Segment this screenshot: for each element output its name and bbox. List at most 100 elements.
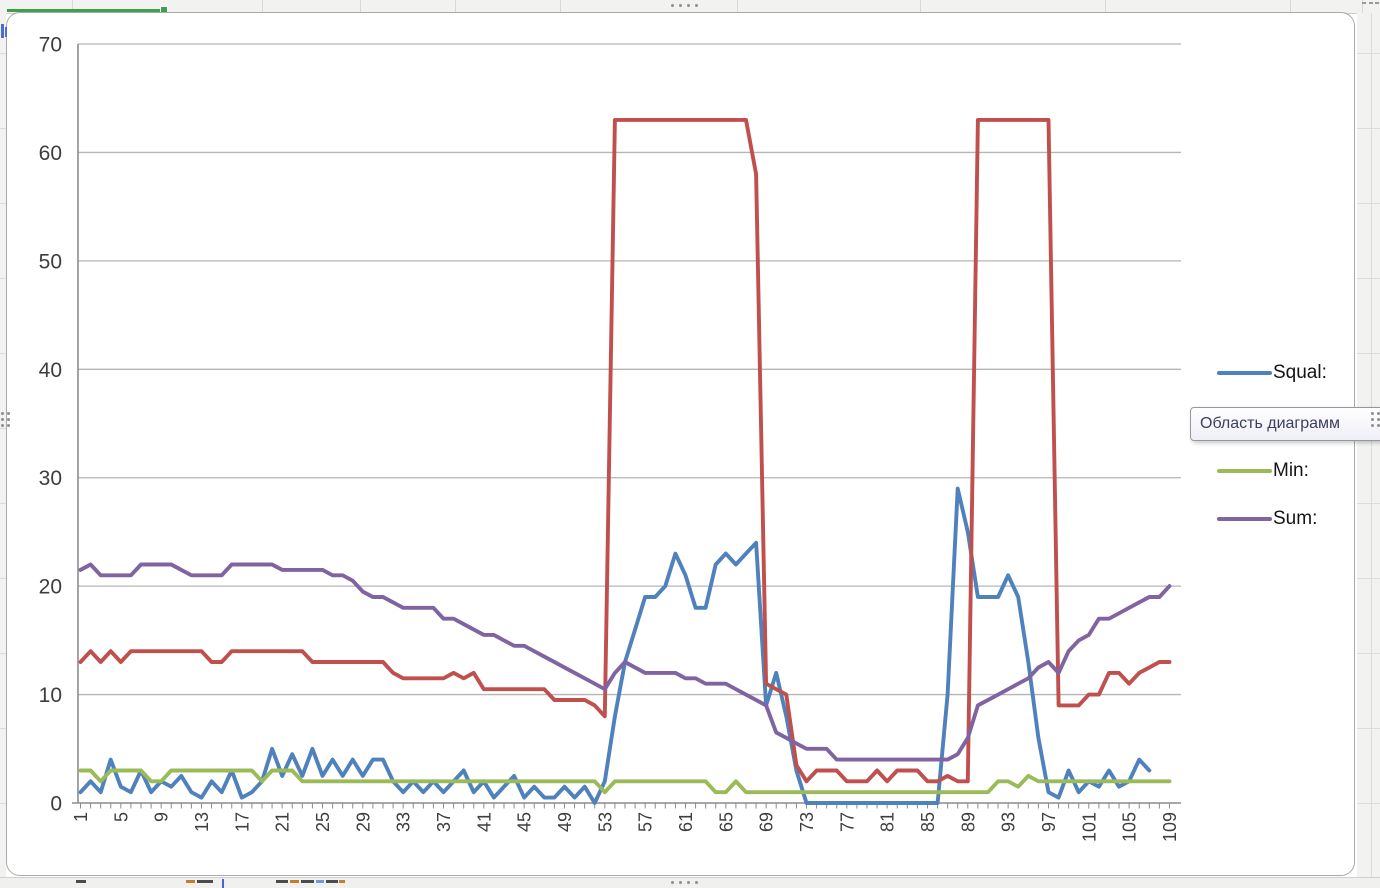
- clipped-cell-text: [222, 879, 224, 888]
- legend-item-squal[interactable]: Squal:: [1217, 360, 1327, 386]
- y-axis-label: 50: [39, 250, 62, 273]
- series-line-red[interactable]: [78, 117, 1172, 784]
- clipped-cell-text: [339, 880, 345, 883]
- y-axis-label: 60: [39, 142, 62, 165]
- gridline: [0, 53, 6, 54]
- gridline: [1357, 278, 1380, 279]
- legend-label: Squal:: [1273, 362, 1327, 383]
- gridline: [0, 203, 6, 204]
- gridline: [0, 503, 6, 504]
- legend-swatch-sum: [1217, 516, 1272, 522]
- chart-area[interactable]: [6, 12, 1355, 876]
- clipped-cell-text: [316, 880, 324, 883]
- legend-item-min[interactable]: Min:: [1217, 458, 1309, 484]
- clipped-cell-text: [290, 880, 299, 883]
- y-axis-label: 0: [50, 793, 62, 816]
- x-axis-label: 49: [555, 812, 575, 832]
- gridline: [920, 0, 921, 13]
- resize-handle-right[interactable]: [1371, 412, 1380, 427]
- x-axis-label: 1: [71, 812, 91, 822]
- x-axis-label: 77: [837, 812, 857, 832]
- resize-handle-left[interactable]: [1, 412, 10, 427]
- x-axis-label: 21: [273, 812, 293, 832]
- gridline: [0, 578, 6, 579]
- legend-label: Min:: [1273, 460, 1309, 481]
- clipped-cell-text: [1362, 2, 1366, 4]
- gridline: [1357, 578, 1380, 579]
- gridline: [1357, 53, 1380, 54]
- y-axis-label: 20: [39, 576, 62, 599]
- x-axis-label: 29: [353, 812, 373, 832]
- selection-range-indicator: [7, 9, 161, 12]
- spreadsheet-bottom-row[interactable]: [0, 877, 1380, 888]
- clipped-cell-text: [186, 880, 195, 883]
- gridline: [0, 353, 6, 354]
- gridline: [1290, 0, 1291, 13]
- x-axis-label: 85: [918, 812, 938, 832]
- clipped-cell-text: [1369, 2, 1373, 4]
- legend-swatch-min: [1217, 468, 1272, 474]
- x-axis-label: 97: [1039, 812, 1059, 832]
- clipped-cell-text: [1375, 2, 1379, 4]
- x-axis-label: 5: [111, 812, 131, 822]
- gridline: [72, 0, 73, 13]
- legend-swatch-squal: [1217, 370, 1272, 376]
- gridline: [455, 0, 456, 13]
- gridline: [0, 428, 6, 429]
- gridline: [1357, 653, 1380, 654]
- x-axis-label: 109: [1160, 812, 1180, 842]
- gridline: [360, 0, 361, 13]
- x-axis-label: 37: [434, 812, 454, 832]
- gridline: [1357, 203, 1380, 204]
- x-axis-label: 69: [757, 812, 777, 832]
- chart-area-tooltip: Область диаграмм: [1190, 407, 1380, 441]
- clipped-cell-text: [326, 880, 338, 883]
- y-axis-label: 70: [39, 34, 62, 57]
- x-axis-label: 25: [313, 812, 333, 832]
- gridline: [737, 0, 738, 13]
- gridline: [1371, 13, 1372, 877]
- legend-label: Sum:: [1273, 508, 1318, 529]
- x-axis-label: 33: [394, 812, 414, 832]
- x-axis-label: 89: [958, 812, 978, 832]
- spreadsheet-left-sliver[interactable]: [0, 13, 6, 877]
- gridline: [0, 728, 6, 729]
- x-axis-label: 17: [232, 812, 252, 832]
- x-axis-label: 53: [595, 812, 615, 832]
- series-line-min[interactable]: [78, 768, 1172, 795]
- series-line-sum[interactable]: [78, 562, 1172, 762]
- clipped-cell-text: [1, 24, 4, 38]
- gridline: [0, 803, 6, 804]
- gridline: [1357, 503, 1380, 504]
- x-axis-label: 9: [152, 812, 172, 822]
- gridline: [1357, 728, 1380, 729]
- x-axis-label: 101: [1079, 812, 1099, 842]
- gridline: [1357, 353, 1380, 354]
- x-axis-label: 57: [636, 812, 656, 832]
- x-axis-label: 61: [676, 812, 696, 832]
- x-axis-label: 73: [797, 812, 817, 832]
- gridline: [0, 278, 6, 279]
- gridline: [560, 0, 561, 13]
- resize-handle-top[interactable]: [671, 4, 698, 7]
- y-axis-label: 30: [39, 467, 62, 490]
- gridline: [1362, 0, 1363, 13]
- legend-item-sum[interactable]: Sum:: [1217, 506, 1317, 532]
- x-axis-label: 81: [878, 812, 898, 832]
- x-axis-label: 45: [515, 812, 535, 832]
- gridline: [0, 128, 6, 129]
- series-line-squal[interactable]: [78, 486, 1152, 805]
- clipped-cell-text: [197, 880, 213, 883]
- x-axis-label: 105: [1120, 812, 1140, 842]
- y-axis-label: 40: [39, 359, 62, 382]
- x-axis-label: 93: [999, 812, 1019, 832]
- resize-handle-bottom[interactable]: [671, 881, 698, 884]
- x-axis-label: 41: [474, 812, 494, 832]
- y-axis-label: 10: [39, 684, 62, 707]
- gridline: [1357, 128, 1380, 129]
- gridline: [262, 0, 263, 13]
- x-axis-label: 65: [716, 812, 736, 832]
- clipped-cell-text: [276, 880, 288, 883]
